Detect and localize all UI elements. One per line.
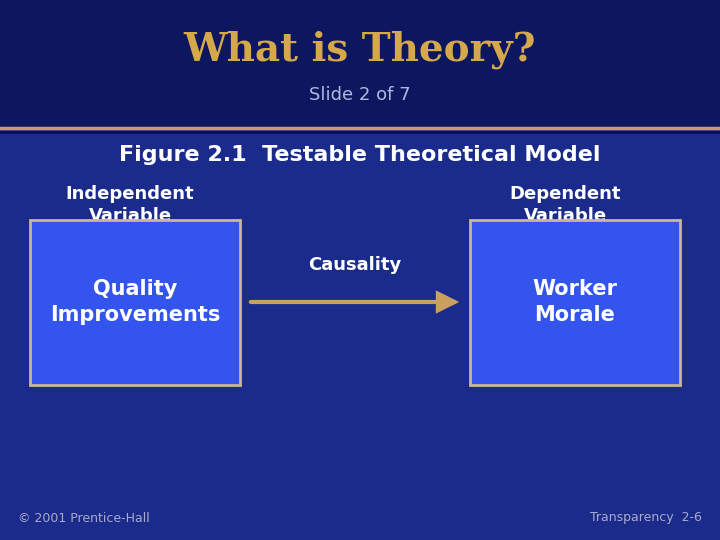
Text: Quality
Improvements: Quality Improvements — [50, 279, 220, 325]
Bar — [0, 0, 720, 130]
FancyArrowPatch shape — [251, 294, 454, 310]
Text: Worker
Morale: Worker Morale — [533, 279, 618, 325]
Text: What is Theory?: What is Theory? — [184, 31, 536, 69]
Bar — [470, 220, 680, 385]
Text: Independent
Variable: Independent Variable — [66, 185, 194, 225]
Text: Slide 2 of 7: Slide 2 of 7 — [309, 86, 411, 104]
Text: Figure 2.1  Testable Theoretical Model: Figure 2.1 Testable Theoretical Model — [120, 145, 600, 165]
Text: Transparency  2-6: Transparency 2-6 — [590, 511, 702, 524]
Text: Dependent
Variable: Dependent Variable — [509, 185, 621, 225]
Text: © 2001 Prentice-Hall: © 2001 Prentice-Hall — [18, 511, 150, 524]
Bar — [30, 220, 240, 385]
Text: Causality: Causality — [308, 256, 402, 274]
